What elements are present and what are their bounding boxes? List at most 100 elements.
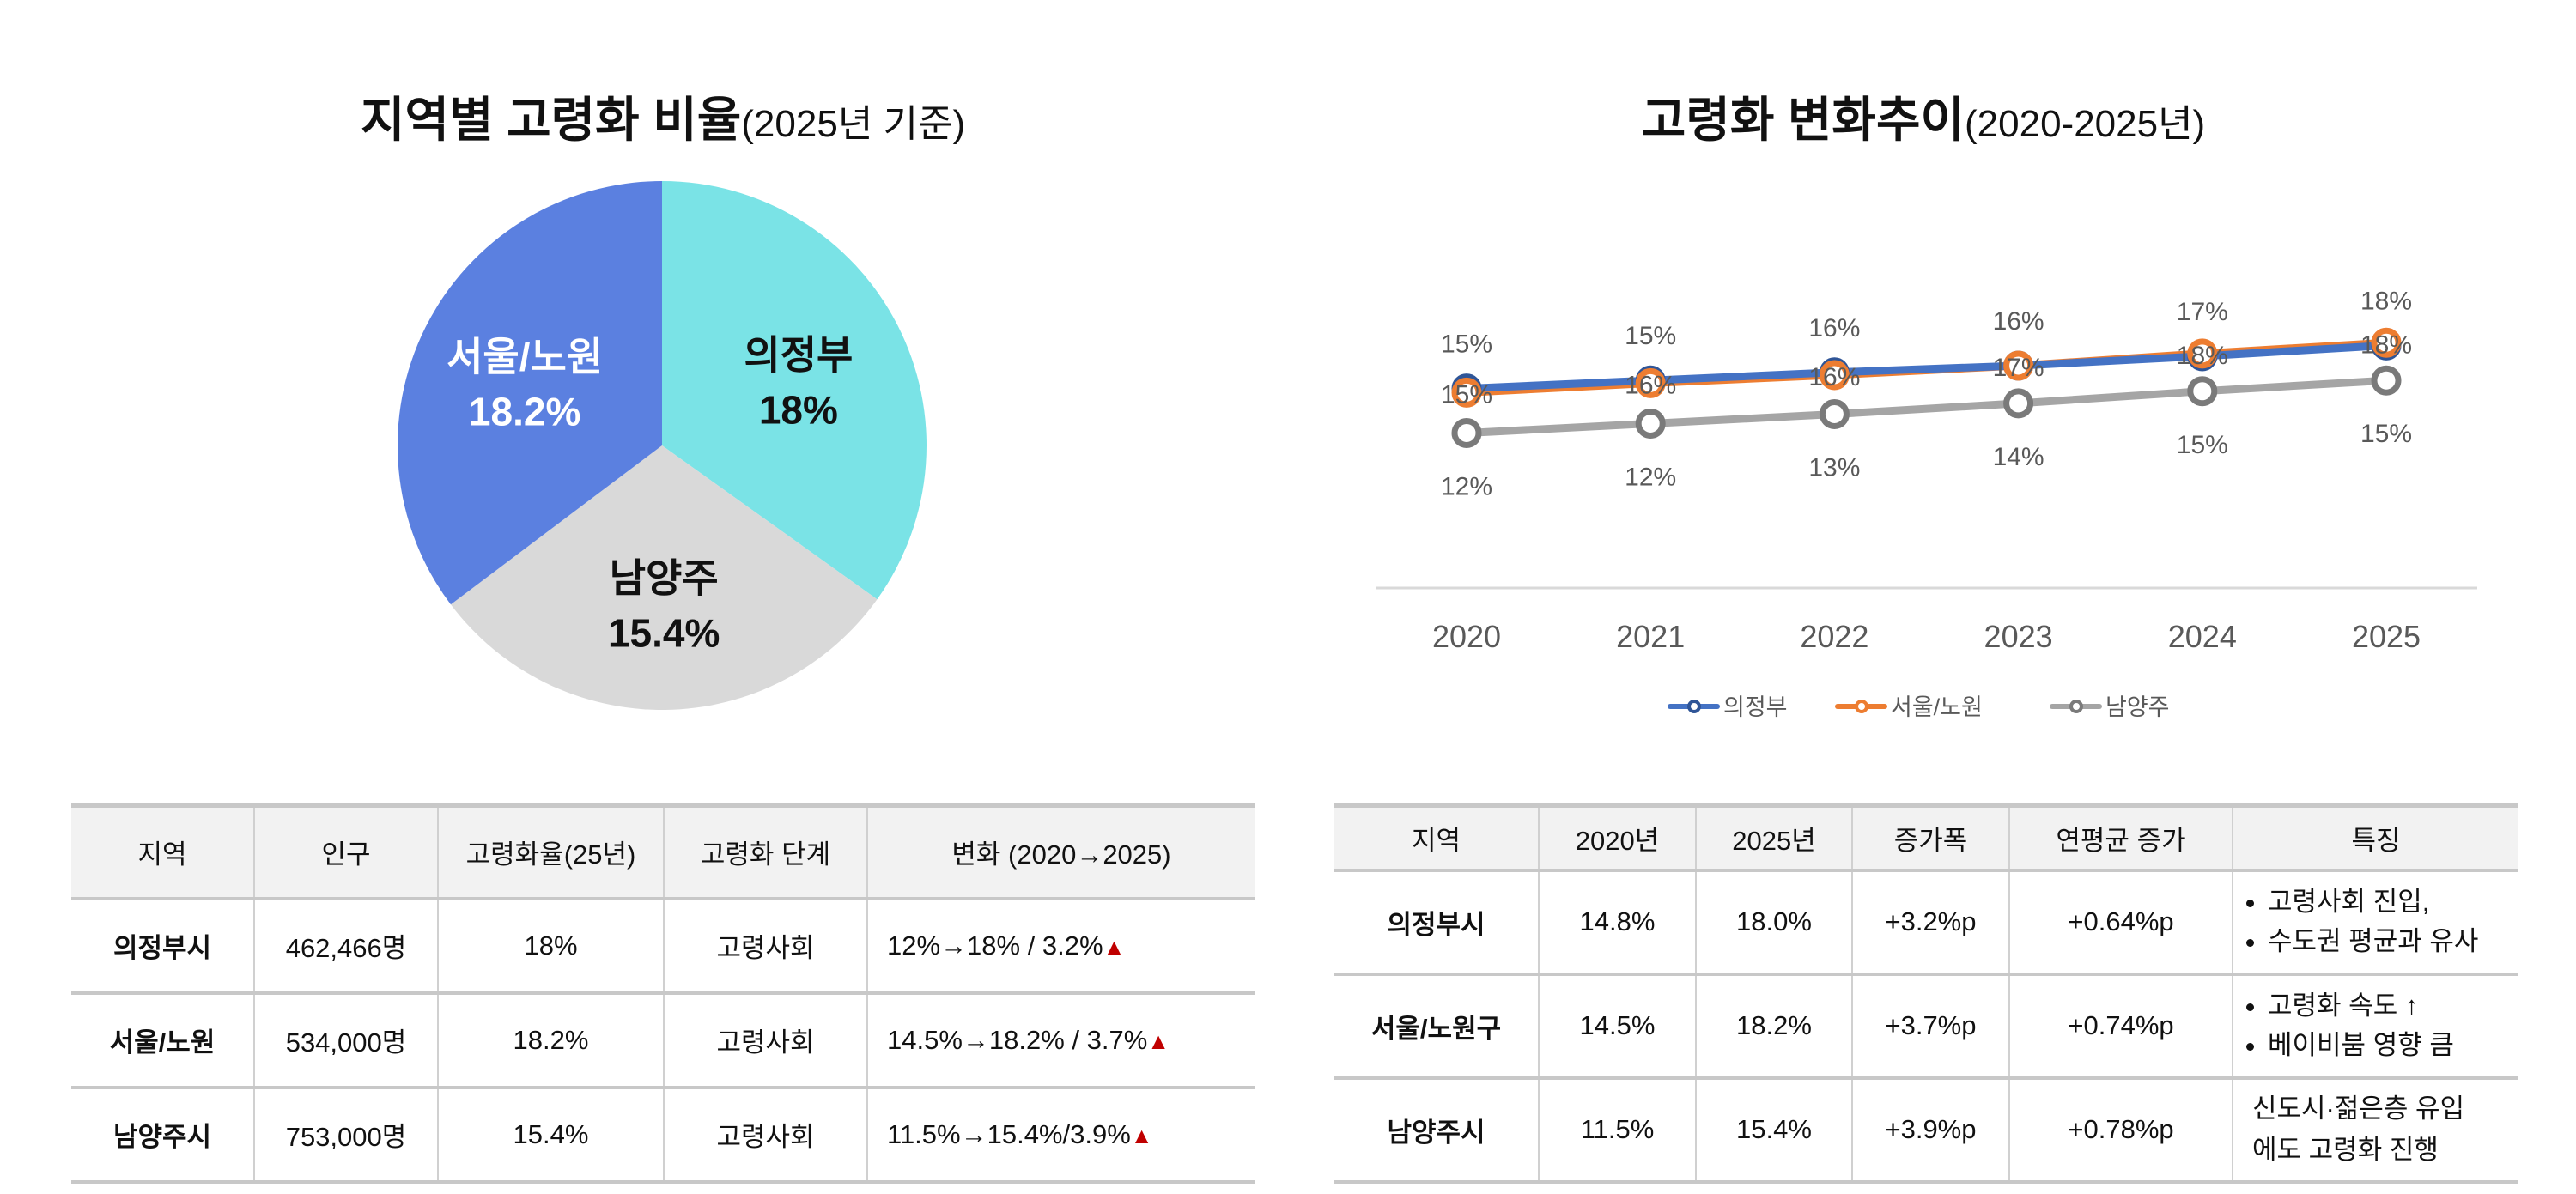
cell-population: 462,466명	[253, 898, 439, 995]
note-line: 신도시·젊은층 유입	[2252, 1094, 2465, 1124]
pie-title-main: 지역별 고령화 비율	[361, 93, 742, 147]
region-aging-table: 지역 인구 고령화율(25년) 고령화 단계 변화 (2020→2025) 의정…	[71, 803, 1255, 1184]
pie-chart: 의정부 18% 남양주 15.4% 서울/노원 18.2%	[398, 180, 927, 710]
table-row: 남양주시 753,000명 15.4% 고령사회 11.5%→15.4%/3.9…	[71, 1087, 1255, 1184]
data-label: 15%	[1625, 322, 1676, 350]
data-point-marker	[1451, 417, 1482, 448]
pie-slice	[662, 181, 927, 600]
cell-2025: 18.2%	[1695, 973, 1853, 1080]
cell-change: 11.5%→15.4%/3.9%▲	[866, 1087, 1255, 1184]
data-label: 13%	[1808, 453, 1860, 482]
header-2025: 2025년	[1695, 803, 1853, 872]
line-chart: 2020 2021 2022 2023 2024 2025 15% 15% 16% 16% 17% 1…	[1376, 287, 2477, 720]
change-text: 14.5%→18.2% / 3.7%	[887, 1024, 1148, 1055]
change-text: 12%→18% / 3.2%	[887, 930, 1103, 961]
cell-2020: 14.5%	[1538, 973, 1697, 1080]
pie-slice-label: 의정부	[744, 332, 853, 377]
line-title-sub: (2020-2025년)	[1965, 103, 2206, 145]
up-triangle-icon: ▲	[1147, 1027, 1170, 1054]
cell-population: 753,000명	[253, 1087, 439, 1184]
cell-stage: 고령사회	[663, 898, 868, 995]
x-tick-label: 2024	[2168, 619, 2237, 654]
cell-annual: +0.78%p	[2008, 1077, 2233, 1184]
pie-title-sub: (2025년 기준)	[741, 103, 966, 145]
header-change: 변화 (2020→2025)	[866, 803, 1255, 900]
note-line: 에도 고령화 진행	[2252, 1135, 2439, 1165]
header-notes: 특징	[2232, 803, 2518, 872]
data-point-marker	[2003, 350, 2034, 381]
header-stage: 고령화 단계	[663, 803, 868, 900]
cell-increase: +3.9%p	[1851, 1077, 2010, 1184]
cell-2025: 18.0%	[1695, 870, 1853, 976]
cell-annual: +0.74%p	[2008, 973, 2233, 1080]
header-rate: 고령화율(25년)	[437, 803, 665, 900]
data-label: 16%	[1808, 314, 1860, 342]
cell-rate: 15.4%	[437, 1087, 665, 1184]
table-row: 남양주시 11.5% 15.4% +3.9%p +0.78%p 신도시·젊은층 …	[1334, 1077, 2518, 1184]
cell-region: 남양주시	[1334, 1077, 1540, 1184]
cell-rate: 18.2%	[437, 992, 665, 1089]
up-triangle-icon: ▲	[1103, 933, 1126, 960]
line-chart-title: 고령화 변화추이(2020-2025년)	[1623, 82, 2224, 151]
x-tick-label: 2023	[1984, 619, 2053, 654]
data-label: 12%	[1441, 472, 1492, 500]
data-label: 15%	[1441, 380, 1492, 409]
legend-marker-icon	[1687, 700, 1701, 713]
legend-marker-icon	[1855, 700, 1868, 713]
header-population: 인구	[253, 803, 439, 900]
data-point-marker	[2371, 365, 2402, 396]
header-annual: 연평균 증가	[2008, 803, 2233, 872]
pie-slice	[398, 180, 662, 605]
cell-population: 534,000명	[253, 992, 439, 1089]
x-tick-label: 2021	[1616, 619, 1685, 654]
data-label: 18%	[2360, 287, 2412, 315]
series-line	[1466, 376, 2387, 437]
cell-rate: 18%	[437, 898, 665, 995]
pie-slice-label: 서울/노원	[447, 334, 603, 379]
note-item: 수도권 평균과 유사	[2268, 922, 2513, 961]
legend-item: 의정부	[1668, 694, 1788, 720]
data-label: 15%	[2360, 420, 2412, 448]
header-region: 지역	[1334, 803, 1540, 872]
data-label: 16%	[1993, 307, 2044, 336]
cell-notes: 고령사회 진입,수도권 평균과 유사	[2232, 870, 2518, 976]
table-row: 의정부시 462,466명 18% 고령사회 12%→18% / 3.2%▲	[71, 898, 1255, 995]
pie-slice-value: 18.2%	[469, 389, 580, 433]
up-triangle-icon: ▲	[1130, 1122, 1153, 1149]
cell-2025: 15.4%	[1695, 1077, 1853, 1184]
legend-item: 서울/노원	[1835, 694, 1983, 720]
cell-change: 14.5%→18.2% / 3.7%▲	[866, 992, 1255, 1089]
legend-label: 의정부	[1723, 694, 1788, 720]
cell-increase: +3.2%p	[1851, 870, 2010, 976]
data-point-marker	[1819, 398, 1850, 429]
x-tick-label: 2020	[1432, 619, 1501, 654]
pie-slice-value: 18%	[759, 387, 838, 432]
cell-increase: +3.7%p	[1851, 973, 2010, 1080]
data-label: 15%	[1441, 330, 1492, 359]
line-title-main: 고령화 변화추이	[1641, 93, 1965, 147]
cell-stage: 고령사회	[663, 1087, 868, 1184]
x-tick-label: 2025	[2352, 619, 2421, 654]
cell-notes: 고령화 속도 ↑베이비붐 영향 큼	[2232, 973, 2518, 1080]
change-text: 11.5%→15.4%/3.9%	[887, 1118, 1131, 1149]
data-label: 16%	[1625, 371, 1676, 399]
data-label: 14%	[1993, 443, 2044, 471]
data-point-marker	[1635, 408, 1666, 439]
series-line	[1466, 341, 2387, 393]
data-label: 16%	[1808, 363, 1860, 391]
cell-region: 남양주시	[71, 1087, 255, 1184]
cell-region: 의정부시	[1334, 870, 1540, 976]
data-label: 18%	[2177, 342, 2228, 370]
data-point-marker	[1635, 367, 1666, 398]
pie-slice-label: 남양주	[610, 556, 719, 601]
legend-label: 남양주	[2105, 694, 2170, 720]
data-point-marker	[2371, 327, 2402, 358]
table-row: 서울/노원 534,000명 18.2% 고령사회 14.5%→18.2% / …	[71, 992, 1255, 1089]
data-label: 18%	[2360, 330, 2412, 359]
data-label: 12%	[1625, 463, 1676, 491]
data-point-marker	[2003, 388, 2034, 419]
data-point-marker	[2187, 338, 2218, 369]
aging-trend-table: 지역 2020년 2025년 증가폭 연평균 증가 특징 의정부시 14.8% …	[1334, 803, 2518, 1184]
pie-slice-value: 15.4%	[608, 611, 720, 656]
cell-2020: 14.8%	[1538, 870, 1697, 976]
